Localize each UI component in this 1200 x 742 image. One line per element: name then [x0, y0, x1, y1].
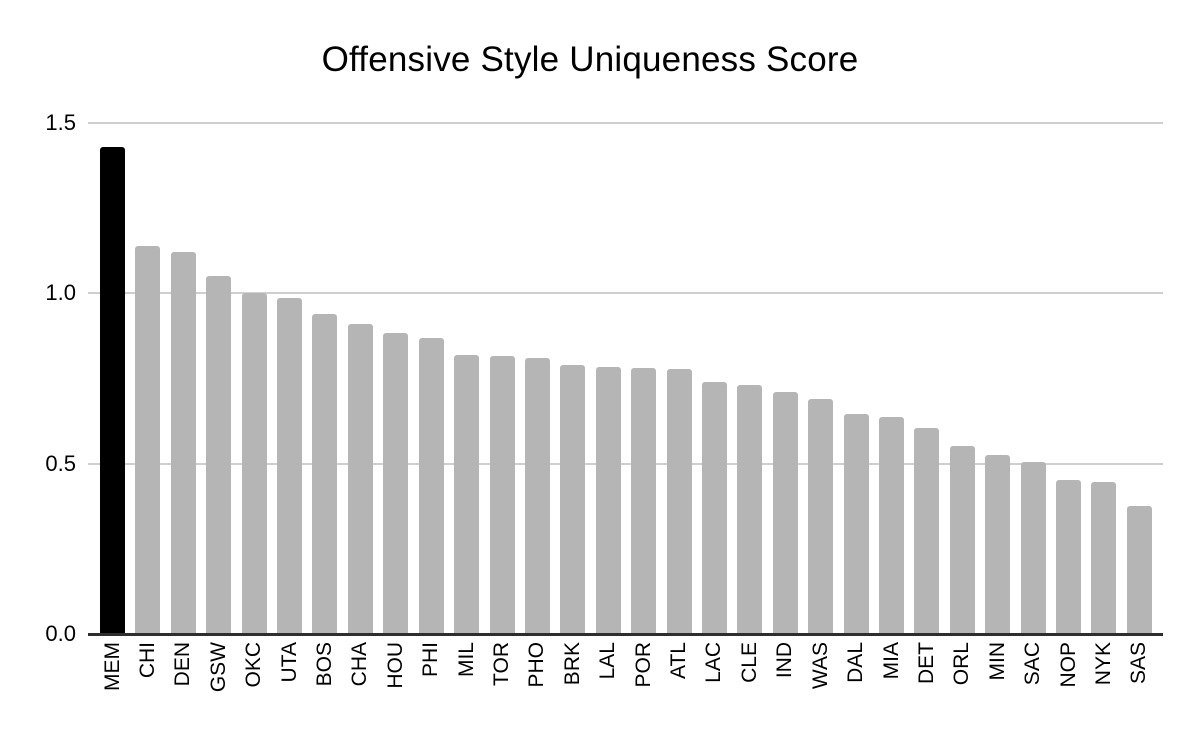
x-tick-label-TOR: TOR	[490, 642, 513, 686]
x-tick-label-MEM: MEM	[100, 642, 124, 691]
y-tick-label-0.5: 0.5	[45, 450, 76, 476]
bar-LAC	[701, 381, 727, 634]
bar-DET	[914, 428, 940, 634]
bar-UTA	[277, 298, 303, 634]
x-tick-label-SAS: SAS	[1127, 642, 1151, 685]
x-tick-label-POR: POR	[631, 642, 655, 688]
gridline-1.5	[88, 122, 1163, 124]
x-tick-label-MIN: MIN	[985, 642, 1009, 681]
bar-WAS	[808, 398, 834, 634]
x-tick-label-PHI: PHI	[419, 642, 443, 678]
x-axis-line	[88, 633, 1163, 636]
x-tick-label-CHA: CHA	[348, 642, 372, 687]
bar-SAS	[1126, 505, 1152, 634]
bar-IND	[772, 392, 798, 634]
bar-SAC	[1020, 462, 1046, 634]
x-tick-label-HOU: HOU	[383, 642, 407, 689]
x-tick-label-MIL: MIL	[454, 642, 478, 678]
x-tick-label-NYK: NYK	[1091, 642, 1115, 686]
bar-NYK	[1091, 482, 1117, 634]
bar-BOS	[312, 313, 338, 634]
x-tick-label-GSW: GSW	[206, 642, 230, 693]
x-tick-label-CLE: CLE	[737, 642, 761, 683]
x-tick-label-IND: IND	[773, 642, 797, 679]
bar-ATL	[666, 368, 692, 634]
chart-title: Offensive Style Uniqueness Score	[321, 40, 859, 79]
bar-PHO	[524, 358, 550, 634]
gridline-1.0	[88, 292, 1163, 295]
bar-MIA	[879, 416, 905, 634]
bar-GSW	[206, 276, 232, 634]
x-tick-label-BOS: BOS	[312, 642, 336, 687]
bar-OKC	[241, 293, 267, 634]
bar-BRK	[560, 364, 586, 634]
bar-CHA	[347, 323, 373, 634]
x-tick-label-MIA: MIA	[879, 642, 903, 680]
x-tick-label-ATL: ATL	[667, 642, 691, 679]
x-tick-label-BRK: BRK	[560, 642, 584, 686]
x-tick-label-NOP: NOP	[1056, 642, 1080, 688]
bar-MEM	[100, 146, 125, 634]
x-tick-label-DEN: DEN	[171, 642, 195, 687]
bar-LAL	[595, 366, 621, 634]
bar-PHI	[418, 337, 444, 634]
x-tick-label-ORL: ORL	[950, 642, 974, 686]
bar-ORL	[949, 445, 975, 634]
bar-MIN	[985, 454, 1011, 634]
x-tick-label-OKC: OKC	[242, 642, 266, 688]
bar-HOU	[383, 332, 409, 634]
y-tick-label-0.0: 0.0	[45, 621, 76, 646]
x-tick-label-UTA: UTA	[277, 642, 301, 683]
x-tick-label-CHI: CHI	[135, 642, 159, 679]
x-tick-label-SAC: SAC	[1021, 642, 1045, 686]
bar-DAL	[843, 413, 869, 634]
bar-DEN	[170, 252, 196, 634]
bar-CLE	[737, 385, 763, 634]
gridline-0.5	[88, 462, 1163, 465]
x-tick-label-DET: DET	[914, 642, 938, 684]
bar-TOR	[489, 356, 515, 634]
x-tick-label-DAL: DAL	[844, 642, 868, 683]
x-tick-label-LAL: LAL	[596, 642, 620, 680]
x-tick-label-LAC: LAC	[702, 642, 726, 683]
x-tick-label-PHO: PHO	[525, 642, 549, 688]
y-tick-label-1.0: 1.0	[45, 280, 76, 306]
bar-POR	[631, 368, 657, 634]
bar-MIL	[454, 354, 480, 634]
bar-CHI	[135, 245, 161, 634]
x-tick-label-WAS: WAS	[808, 642, 832, 690]
bar-NOP	[1056, 480, 1082, 634]
y-tick-label-1.5: 1.5	[45, 110, 76, 135]
